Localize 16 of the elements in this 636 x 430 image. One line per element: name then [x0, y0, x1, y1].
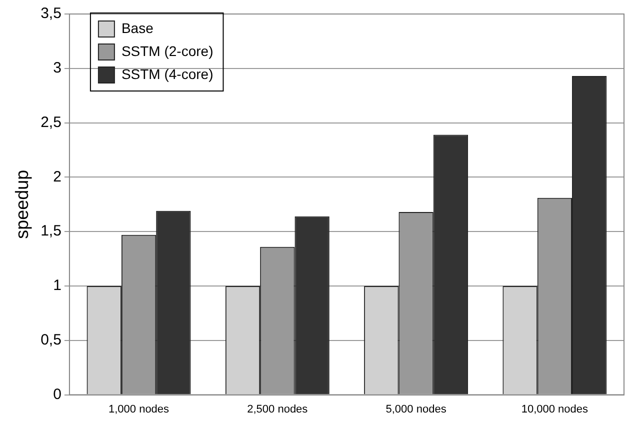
x-tick-label: 10,000 nodes — [521, 403, 589, 416]
y-tick-label: 0 — [53, 386, 62, 403]
y-tick-label: 1,5 — [40, 222, 62, 240]
y-tick-label: 0,5 — [40, 332, 62, 349]
y-tick-label: 2,5 — [40, 114, 62, 131]
legend-label: Base — [121, 20, 154, 36]
y-tick-label: 3 — [53, 60, 62, 77]
y-axis-title: speedup — [12, 170, 32, 239]
y-tick-label: 2 — [53, 168, 62, 186]
legend-label: SSTM (2-core) — [121, 42, 214, 59]
legend-label: SSTM (4-core) — [121, 66, 214, 82]
x-tick-label: 1,000 nodes — [108, 403, 170, 416]
y-tick-label: 3,5 — [40, 5, 62, 22]
x-tick-label: 5,000 nodes — [386, 403, 447, 416]
y-tick-label: 1 — [53, 277, 62, 294]
x-tick-label: 2,500 nodes — [247, 403, 308, 416]
